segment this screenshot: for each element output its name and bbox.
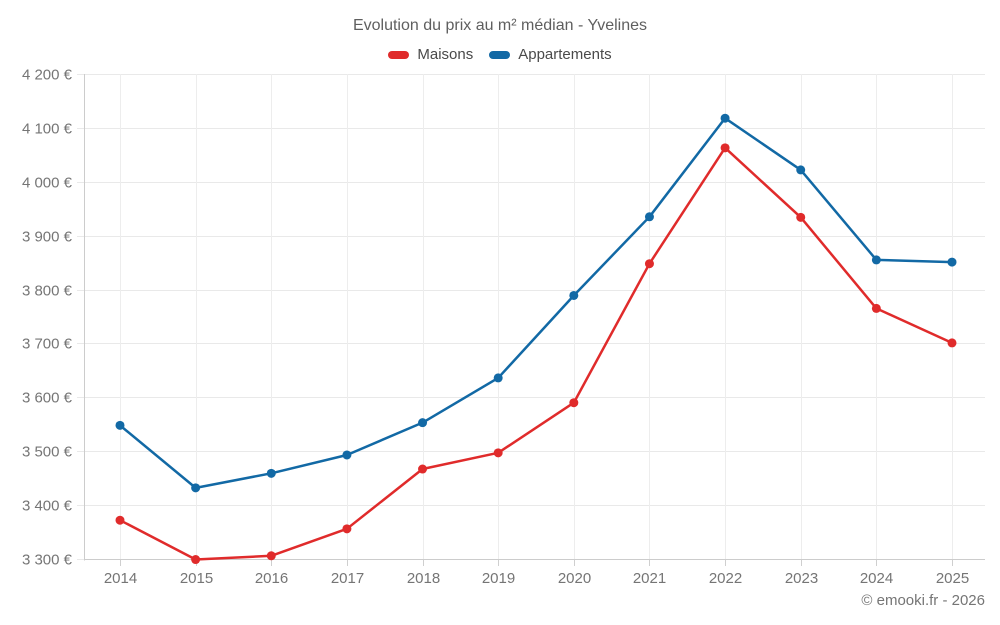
y-tick-label: 3 700 € <box>22 336 73 353</box>
y-tick-label: 3 400 € <box>22 498 73 515</box>
data-point-appartements-2021 <box>644 212 654 222</box>
x-tick-label: 2015 <box>180 570 213 587</box>
data-point-appartements-2022 <box>720 113 730 123</box>
x-tick-label: 2014 <box>104 570 137 587</box>
data-point-appartements-2020 <box>569 290 579 300</box>
x-tick-label: 2017 <box>331 570 364 587</box>
y-tick-label: 3 800 € <box>22 283 73 300</box>
legend-swatch-appartements <box>489 50 511 59</box>
x-tick-label: 2019 <box>482 570 515 587</box>
data-point-maisons-2018 <box>418 464 428 474</box>
attribution-text: © emooki.fr - 2026 <box>861 592 985 609</box>
legend-swatch-maisons <box>388 50 410 59</box>
data-point-appartements-2014 <box>115 420 125 430</box>
legend-label-appartements: Appartements <box>518 46 612 63</box>
legend-item-appartements[interactable]: Appartements <box>489 46 612 63</box>
y-tick-label: 3 600 € <box>22 390 73 407</box>
data-point-appartements-2025 <box>947 257 957 267</box>
y-tick-label: 4 100 € <box>22 121 73 138</box>
data-point-appartements-2017 <box>342 450 352 460</box>
data-point-maisons-2015 <box>191 555 201 565</box>
x-tick-label: 2025 <box>936 570 969 587</box>
data-point-maisons-2019 <box>493 448 503 458</box>
y-tick-label: 4 000 € <box>22 175 73 192</box>
x-tick-label: 2021 <box>633 570 666 587</box>
data-point-maisons-2023 <box>796 212 806 222</box>
data-point-maisons-2025 <box>947 338 957 348</box>
data-point-appartements-2016 <box>266 468 276 478</box>
y-tick-label: 3 500 € <box>22 444 73 461</box>
x-tick-label: 2024 <box>860 570 893 587</box>
legend-item-maisons[interactable]: Maisons <box>388 46 473 63</box>
chart-title: Evolution du prix au m² médian - Yveline… <box>352 17 648 34</box>
data-point-maisons-2021 <box>644 259 654 269</box>
data-point-maisons-2024 <box>871 303 881 313</box>
legend-label-maisons: Maisons <box>417 46 474 63</box>
y-tick-label: 3 900 € <box>22 229 73 246</box>
series-line-appartements <box>118 116 954 490</box>
x-tick-label: 2020 <box>558 570 591 587</box>
x-tick-label: 2023 <box>785 570 818 587</box>
data-point-maisons-2016 <box>266 551 276 561</box>
data-point-appartements-2015 <box>191 483 201 493</box>
y-tick-label: 4 200 € <box>22 67 73 84</box>
x-tick-label: 2016 <box>255 570 288 587</box>
data-point-appartements-2018 <box>418 418 428 428</box>
x-tick-label: 2022 <box>709 570 742 587</box>
series-line-maisons <box>118 146 954 561</box>
data-point-appartements-2024 <box>871 255 881 265</box>
data-point-maisons-2022 <box>720 143 730 153</box>
chart-legend: Maisons Appartements <box>0 46 1000 63</box>
data-point-maisons-2014 <box>115 515 125 525</box>
data-point-appartements-2019 <box>493 373 503 383</box>
data-point-maisons-2020 <box>569 398 579 408</box>
data-point-appartements-2023 <box>796 165 806 175</box>
y-tick-label: 3 300 € <box>22 552 73 569</box>
x-tick-label: 2018 <box>407 570 440 587</box>
data-point-maisons-2017 <box>342 524 352 534</box>
